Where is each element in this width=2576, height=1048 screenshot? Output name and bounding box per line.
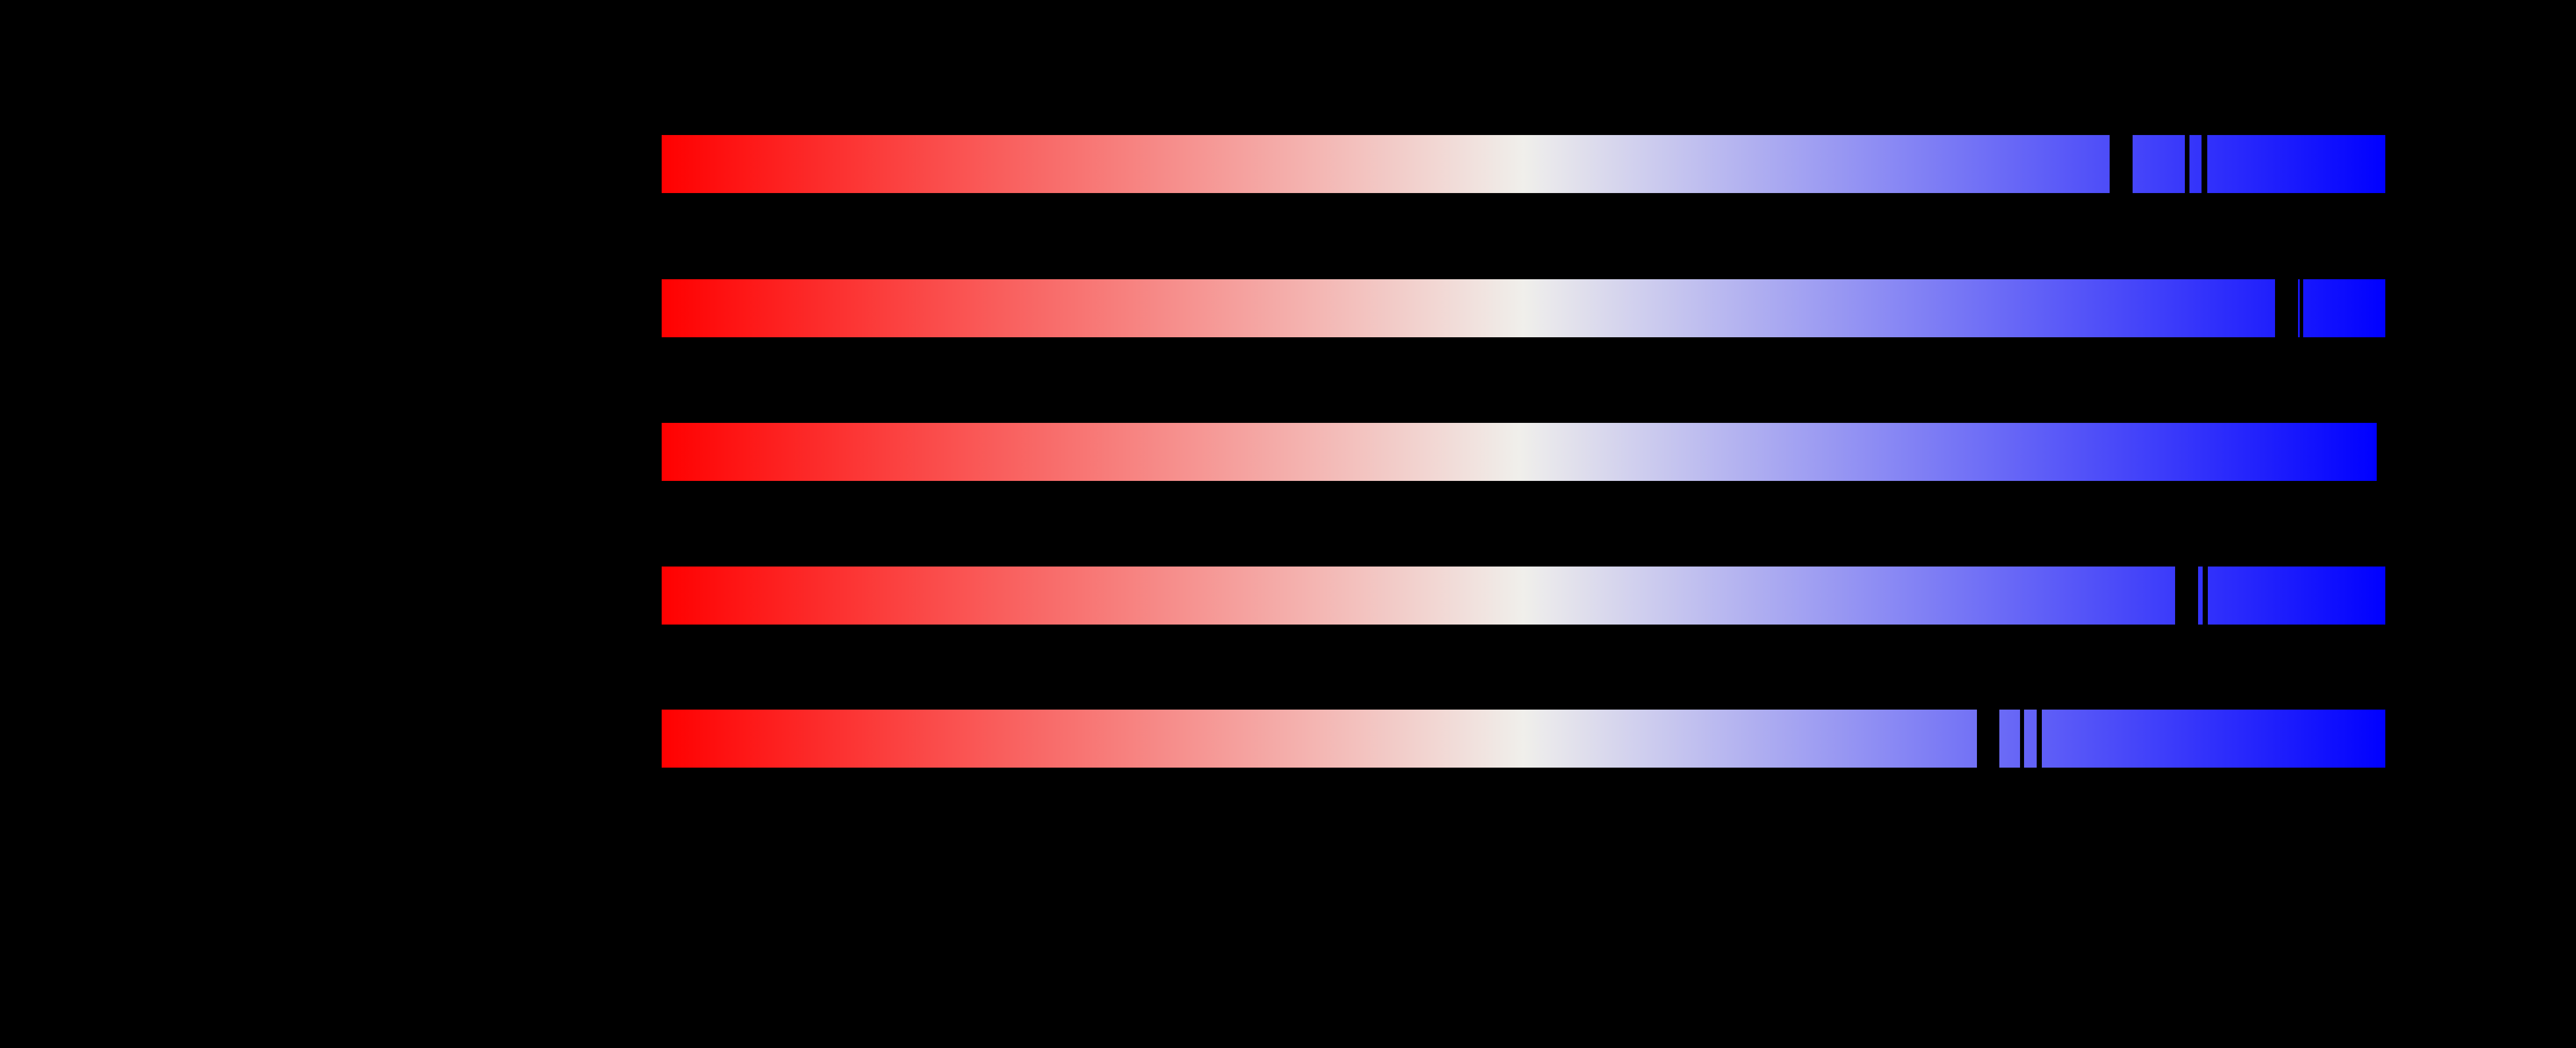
tick-mark-bar-5	[2037, 710, 2042, 768]
tick-mark-bar-4	[2203, 567, 2208, 625]
gradient-bar-5	[662, 710, 2385, 768]
tick-mark-bar-5	[1977, 710, 1999, 768]
tick-mark-bar-1	[2185, 135, 2189, 193]
tick-mark-bar-1	[2110, 135, 2133, 193]
tick-mark-bar-4	[2175, 567, 2198, 625]
gradient-bar-2	[662, 279, 2385, 337]
gradient-bar-4	[662, 567, 2385, 625]
tick-mark-bar-2	[2300, 279, 2303, 337]
gradient-bar-3	[662, 423, 2377, 481]
gradient-bar-1	[662, 135, 2385, 193]
tick-mark-bar-2	[2275, 279, 2298, 337]
tick-mark-bar-1	[2202, 135, 2207, 193]
tick-mark-bar-5	[2020, 710, 2024, 768]
